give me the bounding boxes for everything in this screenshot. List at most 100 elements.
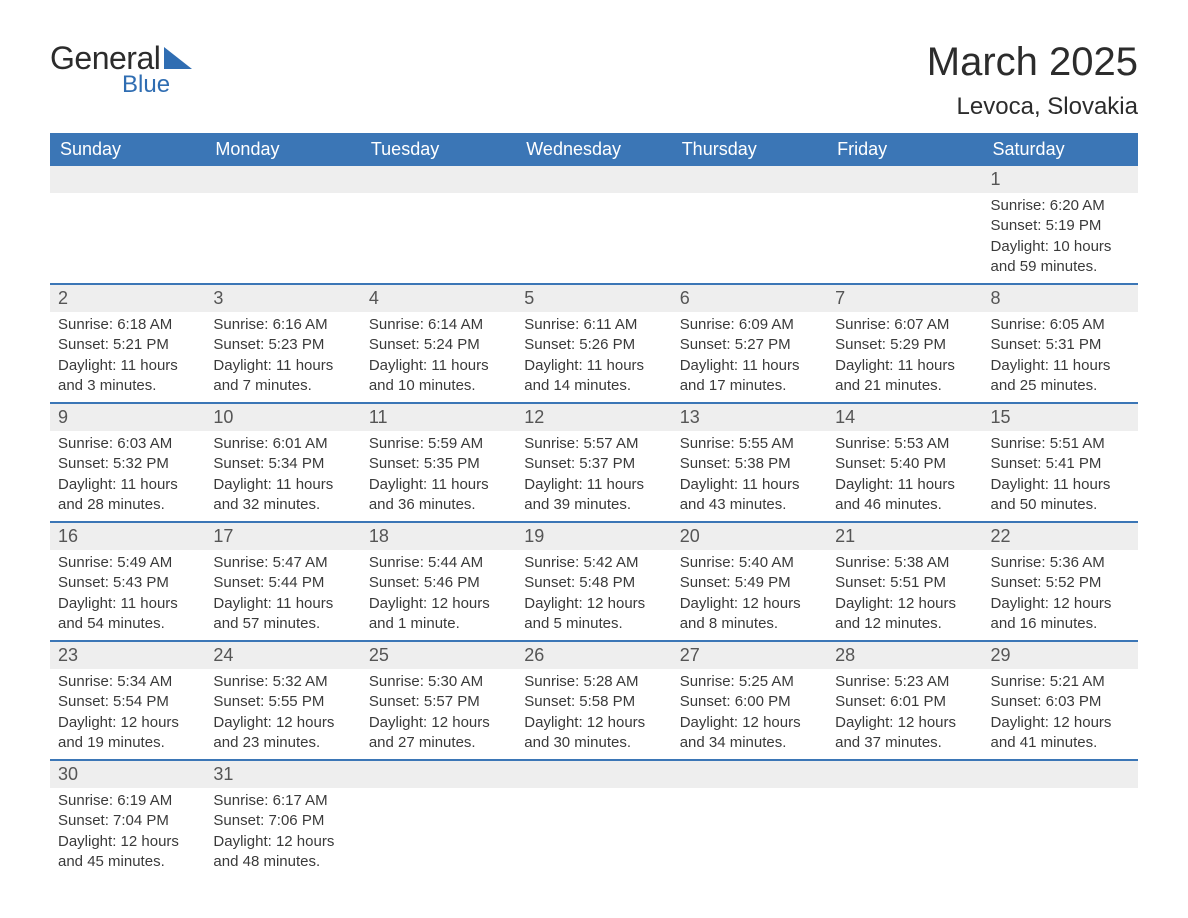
- day-number: [672, 166, 827, 193]
- day-number: 19: [516, 523, 671, 550]
- day-body: Sunrise: 6:14 AMSunset: 5:24 PMDaylight:…: [361, 312, 516, 402]
- day-body: [983, 788, 1138, 878]
- calendar-day-cell: 23Sunrise: 5:34 AMSunset: 5:54 PMDayligh…: [50, 641, 205, 760]
- calendar-day-cell: 8Sunrise: 6:05 AMSunset: 5:31 PMDaylight…: [983, 284, 1138, 403]
- sunrise-text: Sunrise: 5:51 AM: [991, 434, 1130, 454]
- sunrise-text: Sunrise: 5:49 AM: [58, 553, 197, 573]
- calendar-day-cell: 25Sunrise: 5:30 AMSunset: 5:57 PMDayligh…: [361, 641, 516, 760]
- day-body: Sunrise: 5:53 AMSunset: 5:40 PMDaylight:…: [827, 431, 982, 521]
- day-number: 28: [827, 642, 982, 669]
- daylight-text-1: Daylight: 11 hours: [58, 356, 197, 376]
- daylight-text-1: Daylight: 11 hours: [991, 475, 1130, 495]
- sunset-text: Sunset: 5:40 PM: [835, 454, 974, 474]
- day-body: Sunrise: 5:23 AMSunset: 6:01 PMDaylight:…: [827, 669, 982, 759]
- sunset-text: Sunset: 5:54 PM: [58, 692, 197, 712]
- day-body: Sunrise: 5:57 AMSunset: 5:37 PMDaylight:…: [516, 431, 671, 521]
- day-body: [672, 193, 827, 283]
- sunrise-text: Sunrise: 6:17 AM: [213, 791, 352, 811]
- location-label: Levoca, Slovakia: [927, 93, 1138, 121]
- sunset-text: Sunset: 7:04 PM: [58, 811, 197, 831]
- daylight-text-1: Daylight: 12 hours: [58, 832, 197, 852]
- sunset-text: Sunset: 5:52 PM: [991, 573, 1130, 593]
- day-number: 30: [50, 761, 205, 788]
- day-body: Sunrise: 6:09 AMSunset: 5:27 PMDaylight:…: [672, 312, 827, 402]
- sunset-text: Sunset: 5:51 PM: [835, 573, 974, 593]
- sunrise-text: Sunrise: 6:19 AM: [58, 791, 197, 811]
- sunrise-text: Sunrise: 6:09 AM: [680, 315, 819, 335]
- weekday-head: Sunday: [50, 133, 205, 166]
- day-body: Sunrise: 6:19 AMSunset: 7:04 PMDaylight:…: [50, 788, 205, 878]
- daylight-text-1: Daylight: 12 hours: [369, 713, 508, 733]
- calendar-day-cell: [672, 760, 827, 878]
- daylight-text-2: and 46 minutes.: [835, 495, 974, 515]
- calendar-day-cell: 28Sunrise: 5:23 AMSunset: 6:01 PMDayligh…: [827, 641, 982, 760]
- day-body: Sunrise: 6:11 AMSunset: 5:26 PMDaylight:…: [516, 312, 671, 402]
- day-number: 29: [983, 642, 1138, 669]
- daylight-text-1: Daylight: 11 hours: [991, 356, 1130, 376]
- calendar-day-cell: 29Sunrise: 5:21 AMSunset: 6:03 PMDayligh…: [983, 641, 1138, 760]
- day-number: 14: [827, 404, 982, 431]
- sunset-text: Sunset: 5:31 PM: [991, 335, 1130, 355]
- sunset-text: Sunset: 5:44 PM: [213, 573, 352, 593]
- header: General Blue March 2025 Levoca, Slovakia: [50, 40, 1138, 121]
- sunrise-text: Sunrise: 5:32 AM: [213, 672, 352, 692]
- sunset-text: Sunset: 5:26 PM: [524, 335, 663, 355]
- sunrise-text: Sunrise: 6:11 AM: [524, 315, 663, 335]
- daylight-text-1: Daylight: 11 hours: [58, 594, 197, 614]
- sunrise-text: Sunrise: 6:20 AM: [991, 196, 1130, 216]
- day-body: [361, 788, 516, 878]
- day-number: [50, 166, 205, 193]
- daylight-text-2: and 5 minutes.: [524, 614, 663, 634]
- calendar-week-row: 23Sunrise: 5:34 AMSunset: 5:54 PMDayligh…: [50, 641, 1138, 760]
- sunrise-text: Sunrise: 5:34 AM: [58, 672, 197, 692]
- sunrise-text: Sunrise: 5:59 AM: [369, 434, 508, 454]
- sunset-text: Sunset: 5:41 PM: [991, 454, 1130, 474]
- day-body: [672, 788, 827, 878]
- daylight-text-1: Daylight: 11 hours: [835, 356, 974, 376]
- sunset-text: Sunset: 5:35 PM: [369, 454, 508, 474]
- daylight-text-2: and 1 minute.: [369, 614, 508, 634]
- logo-triangle-icon: [164, 47, 192, 69]
- calendar-day-cell: [205, 166, 360, 284]
- sunset-text: Sunset: 5:29 PM: [835, 335, 974, 355]
- day-number: 13: [672, 404, 827, 431]
- day-number: 16: [50, 523, 205, 550]
- day-number: [205, 166, 360, 193]
- sunrise-text: Sunrise: 6:18 AM: [58, 315, 197, 335]
- daylight-text-2: and 3 minutes.: [58, 376, 197, 396]
- day-number: 27: [672, 642, 827, 669]
- sunset-text: Sunset: 6:01 PM: [835, 692, 974, 712]
- day-body: [827, 193, 982, 283]
- page-title: March 2025: [927, 40, 1138, 85]
- calendar-day-cell: 5Sunrise: 6:11 AMSunset: 5:26 PMDaylight…: [516, 284, 671, 403]
- day-body: Sunrise: 5:49 AMSunset: 5:43 PMDaylight:…: [50, 550, 205, 640]
- calendar-day-cell: 1Sunrise: 6:20 AMSunset: 5:19 PMDaylight…: [983, 166, 1138, 284]
- day-body: Sunrise: 6:05 AMSunset: 5:31 PMDaylight:…: [983, 312, 1138, 402]
- calendar-week-row: 9Sunrise: 6:03 AMSunset: 5:32 PMDaylight…: [50, 403, 1138, 522]
- calendar-day-cell: 13Sunrise: 5:55 AMSunset: 5:38 PMDayligh…: [672, 403, 827, 522]
- day-number: [672, 761, 827, 788]
- sunset-text: Sunset: 5:21 PM: [58, 335, 197, 355]
- day-number: 2: [50, 285, 205, 312]
- sunset-text: Sunset: 5:23 PM: [213, 335, 352, 355]
- logo-text-blue: Blue: [122, 71, 170, 99]
- calendar-day-cell: 6Sunrise: 6:09 AMSunset: 5:27 PMDaylight…: [672, 284, 827, 403]
- day-body: Sunrise: 6:03 AMSunset: 5:32 PMDaylight:…: [50, 431, 205, 521]
- day-number: 24: [205, 642, 360, 669]
- weekday-head: Wednesday: [516, 133, 671, 166]
- sunset-text: Sunset: 5:37 PM: [524, 454, 663, 474]
- calendar-day-cell: 18Sunrise: 5:44 AMSunset: 5:46 PMDayligh…: [361, 522, 516, 641]
- day-number: 10: [205, 404, 360, 431]
- day-body: Sunrise: 5:40 AMSunset: 5:49 PMDaylight:…: [672, 550, 827, 640]
- calendar-day-cell: 26Sunrise: 5:28 AMSunset: 5:58 PMDayligh…: [516, 641, 671, 760]
- sunset-text: Sunset: 5:19 PM: [991, 216, 1130, 236]
- calendar-day-cell: 19Sunrise: 5:42 AMSunset: 5:48 PMDayligh…: [516, 522, 671, 641]
- calendar-day-cell: 14Sunrise: 5:53 AMSunset: 5:40 PMDayligh…: [827, 403, 982, 522]
- daylight-text-1: Daylight: 12 hours: [680, 594, 819, 614]
- calendar-week-row: 2Sunrise: 6:18 AMSunset: 5:21 PMDaylight…: [50, 284, 1138, 403]
- daylight-text-1: Daylight: 12 hours: [991, 713, 1130, 733]
- sunrise-text: Sunrise: 5:36 AM: [991, 553, 1130, 573]
- sunset-text: Sunset: 5:58 PM: [524, 692, 663, 712]
- day-body: Sunrise: 5:47 AMSunset: 5:44 PMDaylight:…: [205, 550, 360, 640]
- daylight-text-1: Daylight: 11 hours: [213, 594, 352, 614]
